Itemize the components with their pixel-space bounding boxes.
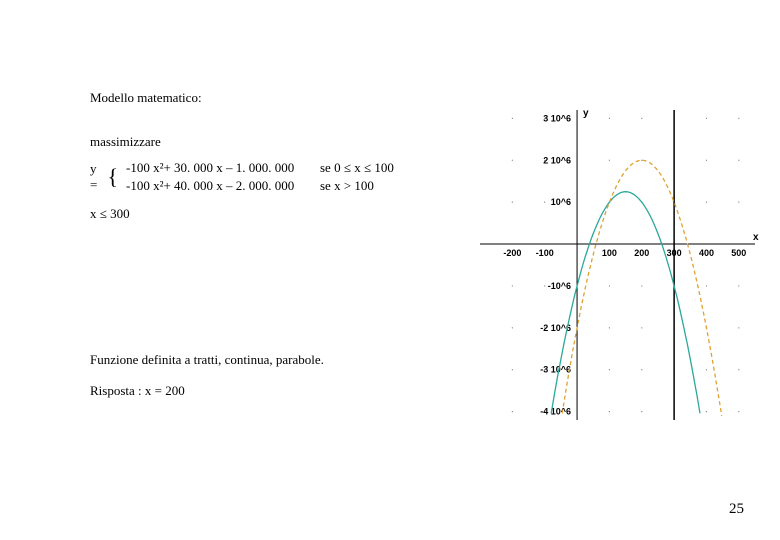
- svg-text:-4 10^6: -4 10^6: [540, 407, 571, 417]
- page-number: 25: [729, 501, 744, 518]
- answer: Risposta : x = 200: [90, 383, 420, 399]
- brace-icon: {: [107, 170, 118, 184]
- svg-text:100: 100: [602, 248, 617, 258]
- svg-text:200: 200: [634, 248, 649, 258]
- svg-text:-10^6: -10^6: [548, 281, 571, 291]
- description: Funzione definita a tratti, continua, pa…: [90, 352, 420, 369]
- svg-text:y: y: [583, 108, 589, 119]
- svg-text:-100: -100: [536, 248, 554, 258]
- title: Modello matematico:: [90, 90, 420, 106]
- svg-text:400: 400: [699, 248, 714, 258]
- eq-expr-1: -100 x²+ 30. 000 x – 1. 000. 000: [126, 160, 306, 176]
- svg-text:10^6: 10^6: [551, 197, 571, 207]
- equation-block: y = { -100 x²+ 30. 000 x – 1. 000. 000 s…: [90, 160, 420, 194]
- chart: yx-200-1001002003004005003 10^62 10^610^…: [425, 100, 765, 430]
- eq-expr-2: -100 x²+ 40. 000 x – 2. 000. 000: [126, 178, 306, 194]
- svg-text:2 10^6: 2 10^6: [543, 155, 571, 165]
- subtitle: massimizzare: [90, 134, 420, 150]
- eq-cond-1: se 0 ≤ x ≤ 100: [320, 160, 420, 176]
- svg-text:500: 500: [731, 248, 746, 258]
- svg-text:-3 10^6: -3 10^6: [540, 365, 571, 375]
- svg-text:x: x: [753, 232, 759, 243]
- equation-lhs: y =: [90, 161, 99, 193]
- svg-text:-200: -200: [503, 248, 521, 258]
- eq-cond-2: se x > 100: [320, 178, 420, 194]
- constraint: x ≤ 300: [90, 206, 420, 222]
- svg-text:3 10^6: 3 10^6: [543, 113, 571, 123]
